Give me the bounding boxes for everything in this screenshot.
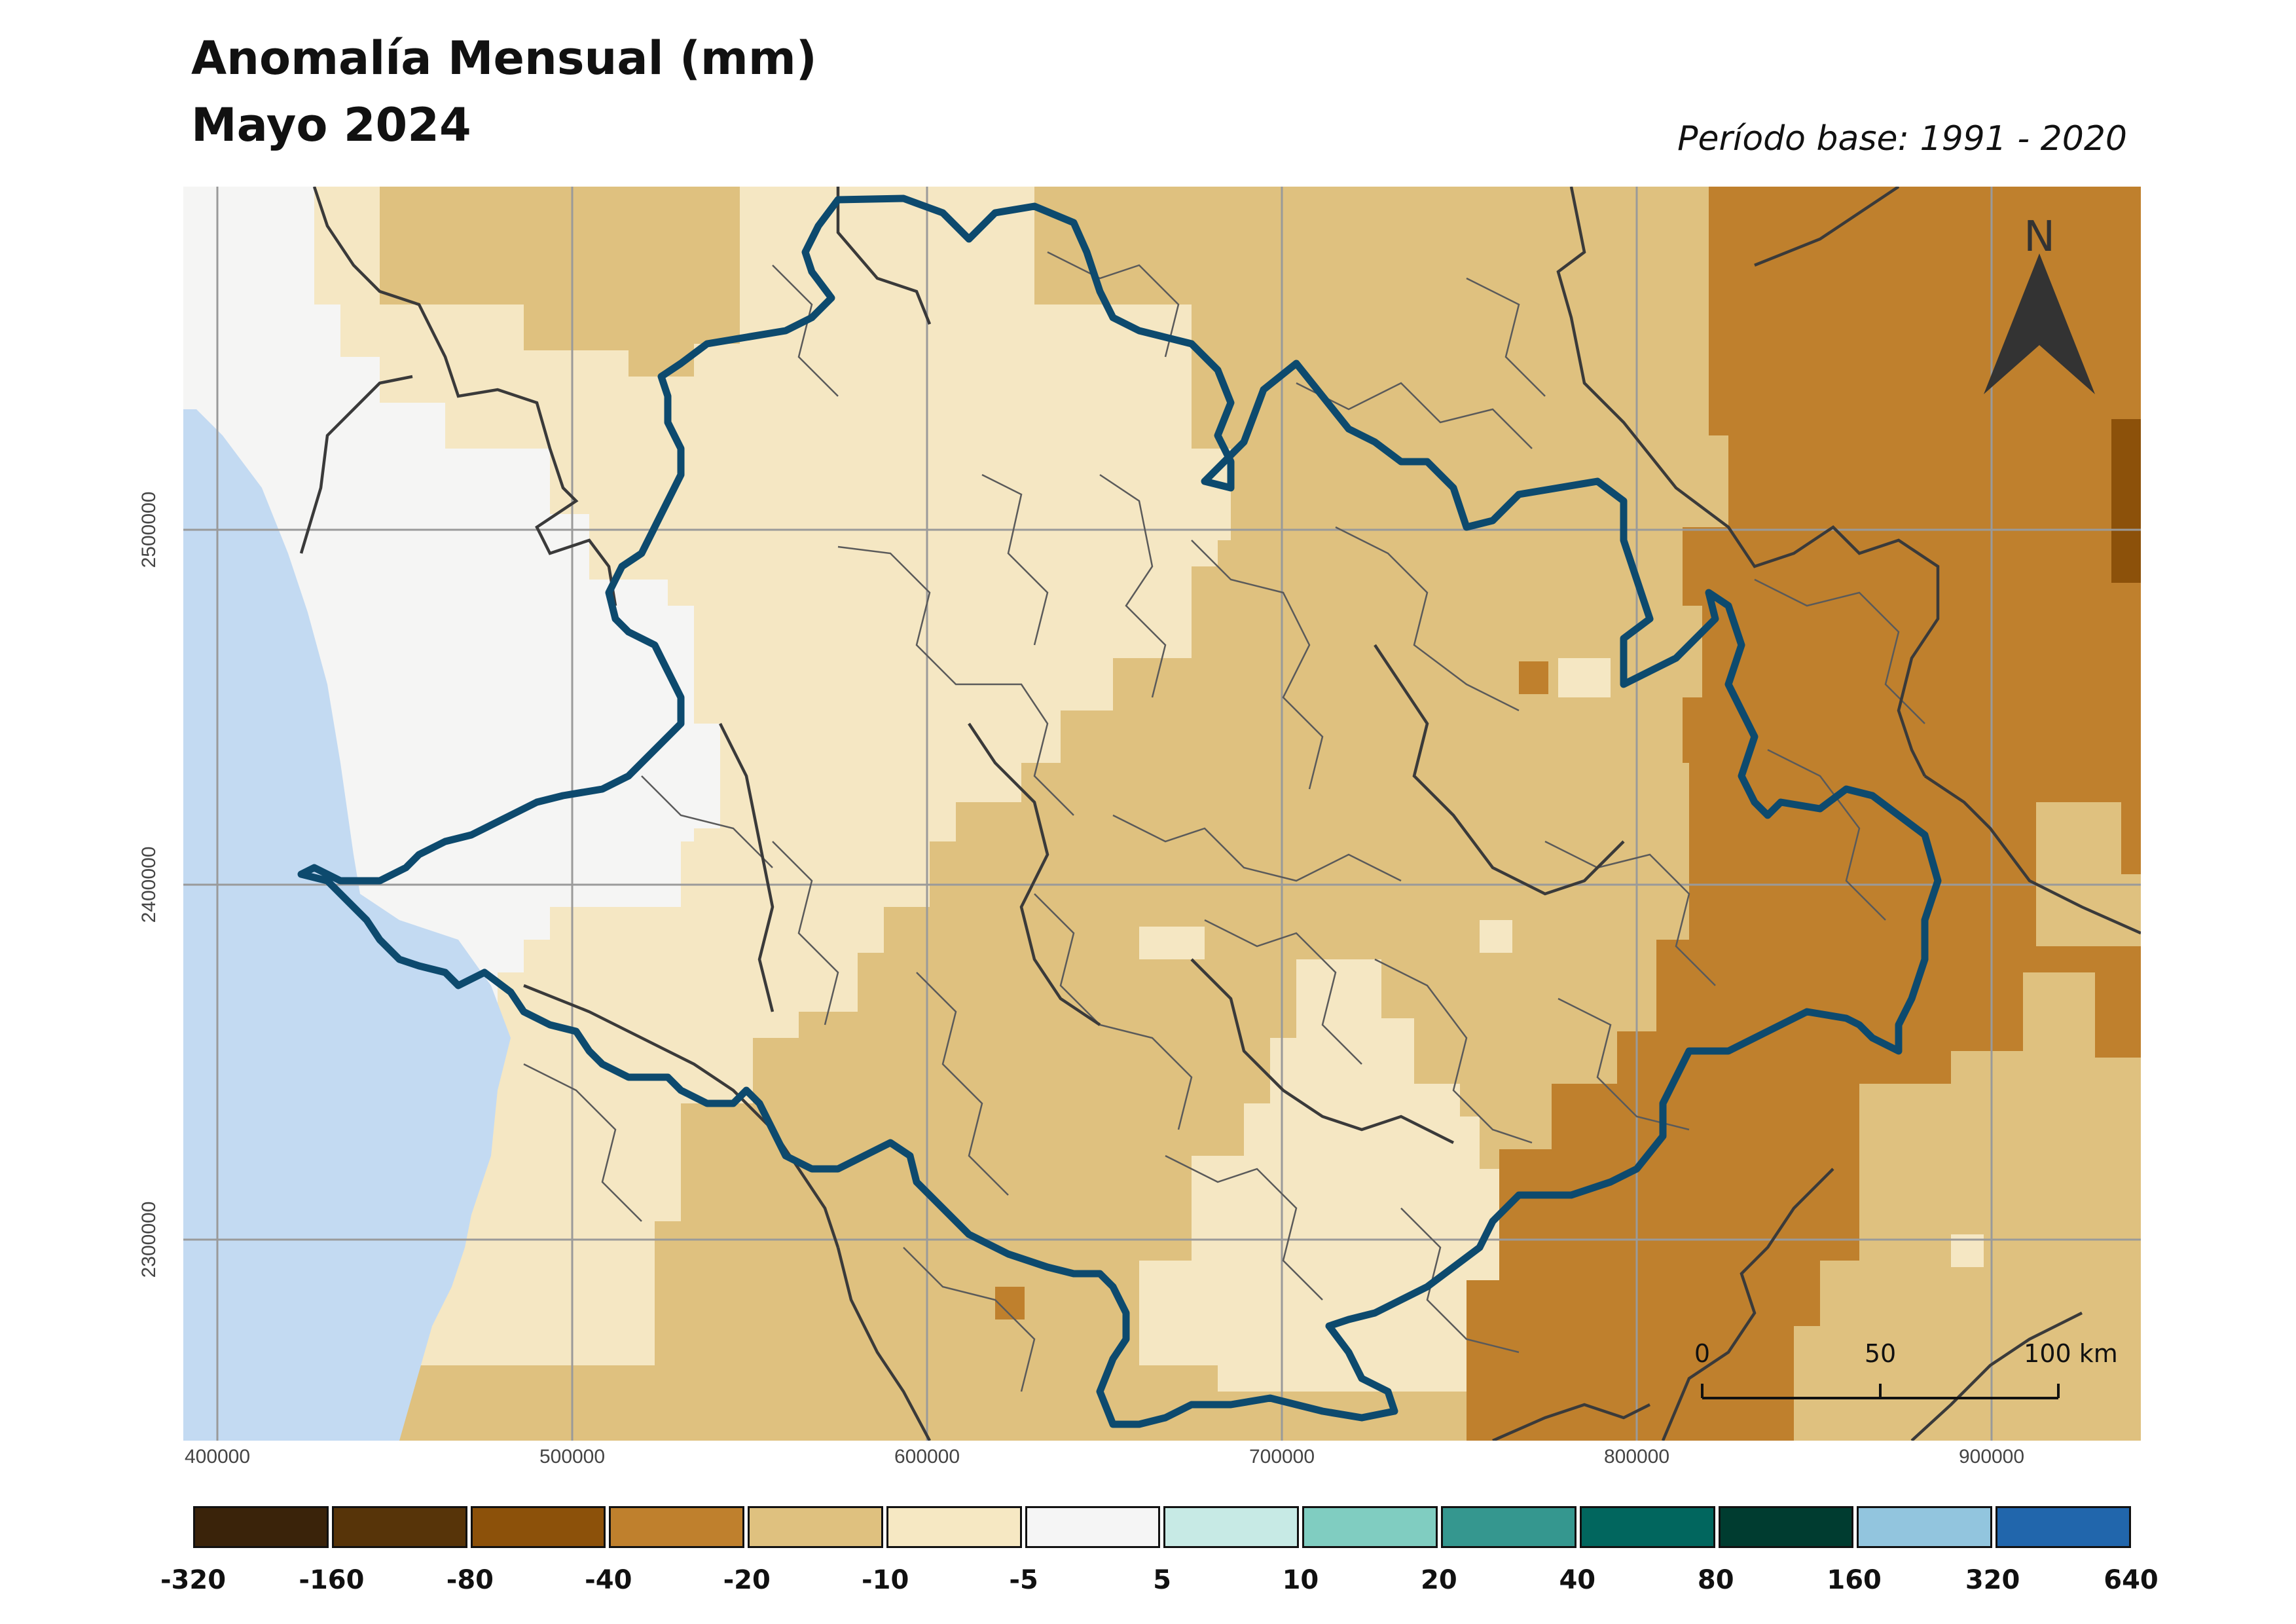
scale-bar-line	[1701, 1384, 2060, 1399]
legend-swatch	[1995, 1506, 2131, 1548]
legend-swatch	[193, 1506, 329, 1548]
anomaly-zone-dark	[1467, 187, 2141, 1441]
legend-label: 160	[1827, 1565, 1882, 1595]
scale-bar-label: 100 km	[2024, 1339, 2118, 1368]
anomaly-map	[183, 187, 2141, 1441]
legend-swatch	[1025, 1506, 1161, 1548]
legend-swatch	[748, 1506, 883, 1548]
x-tick-label: 400000	[184, 1446, 251, 1467]
legend-swatch	[1857, 1506, 1993, 1548]
anomaly-cell-light	[1480, 920, 1512, 953]
map-frame[interactable]	[183, 187, 2141, 1441]
y-tick-label: 2300000	[138, 1201, 160, 1278]
legend-swatch	[470, 1506, 606, 1548]
legend-swatch	[1302, 1506, 1438, 1548]
y-tick-label: 2500000	[138, 491, 160, 568]
jalisco-state-outline	[297, 194, 1942, 1428]
north-arrow: N	[1984, 213, 2095, 403]
y-tick-label: 2400000	[138, 846, 160, 923]
scale-bar: 0 50 100 km	[1689, 1339, 2147, 1411]
legend-label: 5	[1153, 1565, 1171, 1595]
legend-label: -10	[862, 1565, 909, 1595]
x-tick-label: 900000	[1958, 1446, 2025, 1467]
legend-label: 640	[2104, 1565, 2159, 1595]
legend-label: -80	[446, 1565, 494, 1595]
anomaly-cell-light	[1558, 658, 1611, 697]
legend	[193, 1506, 2131, 1548]
anomaly-cell-darkest	[2111, 419, 2141, 583]
legend-swatch	[1163, 1506, 1300, 1548]
map-grid	[183, 187, 2141, 1441]
legend-swatch	[1718, 1506, 1854, 1548]
legend-label: 10	[1282, 1565, 1319, 1595]
legend-label: 320	[1965, 1565, 2020, 1595]
legend-label: -160	[299, 1565, 365, 1595]
legend-swatch	[331, 1506, 467, 1548]
legend-label: -40	[585, 1565, 632, 1595]
scale-bar-label: 0	[1694, 1339, 1711, 1368]
municipal-boundaries	[523, 251, 1925, 1392]
map-subtitle: Mayo 2024	[191, 98, 471, 152]
map-title: Anomalía Mensual (mm)	[191, 31, 817, 85]
legend-swatch	[609, 1506, 745, 1548]
legend-swatch	[1579, 1506, 1715, 1548]
north-label: N	[2024, 213, 2055, 261]
state-boundaries	[299, 187, 2141, 1441]
legend-label: -20	[723, 1565, 771, 1595]
anomaly-cell-dark	[1519, 661, 1548, 694]
scale-bar-label: 50	[1864, 1339, 1897, 1368]
anomaly-cell-light	[1139, 927, 1205, 959]
legend-label: -5	[1009, 1565, 1038, 1595]
legend-swatch	[1441, 1506, 1576, 1548]
legend-label: 80	[1697, 1565, 1734, 1595]
ocean	[183, 409, 511, 1441]
x-tick-label: 600000	[894, 1446, 960, 1467]
anomaly-zone-medium	[380, 187, 740, 377]
base-period-label: Período base: 1991 - 2020	[1677, 119, 2127, 158]
legend-swatch	[886, 1506, 1022, 1548]
legend-label: 40	[1559, 1565, 1596, 1595]
legend-label: 20	[1421, 1565, 1457, 1595]
anomaly-zone-light	[1139, 959, 1519, 1392]
north-arrow-icon	[1984, 253, 2095, 394]
x-tick-label: 700000	[1248, 1446, 1315, 1467]
anomaly-zone-medium	[2036, 802, 2141, 946]
x-tick-label: 800000	[1603, 1446, 1670, 1467]
legend-label: -320	[160, 1565, 227, 1595]
x-tick-label: 500000	[539, 1446, 606, 1467]
